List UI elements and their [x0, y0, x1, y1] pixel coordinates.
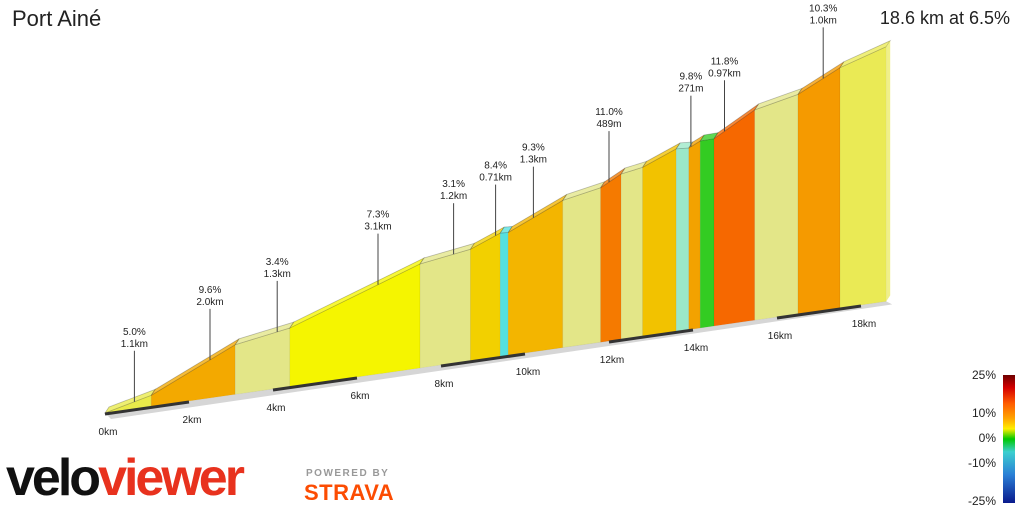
strava-logo[interactable]: STRAVA [304, 480, 395, 505]
km-band [608, 328, 694, 344]
km-band [104, 400, 190, 416]
gradient-segment [562, 187, 601, 348]
x-tick-label: 18km [852, 319, 876, 330]
x-tick-label: 14km [684, 343, 708, 354]
annotation-length: 1.1km [121, 339, 148, 350]
x-tick-label: 0km [99, 427, 118, 438]
legend-label: -25% [967, 494, 996, 508]
x-tick-label: 12km [600, 355, 624, 366]
annotation-grade: 3.4% [266, 257, 289, 268]
legend-label: -10% [967, 456, 996, 470]
gradient-segment [688, 140, 701, 330]
annotation-grade: 9.8% [680, 72, 703, 83]
annotation-length: 2.0km [196, 297, 223, 308]
veloviewer-logo[interactable]: veloviewer [6, 449, 245, 507]
gradient-segment [699, 138, 715, 329]
km-band [440, 352, 526, 368]
annotation-length: 3.1km [364, 222, 391, 233]
annotation-length: 1.3km [520, 155, 547, 166]
gradient-segment [600, 173, 622, 343]
logo-velo-text: velo [6, 449, 101, 507]
annotation-length: 489m [596, 119, 621, 130]
gradient-legend-bar [1003, 375, 1015, 503]
gradient-segment [839, 46, 887, 309]
gradient-segment [289, 263, 421, 387]
gradient-segment [754, 93, 799, 321]
annotation-length: 1.3km [264, 269, 291, 280]
annotation-grade: 9.3% [522, 143, 545, 154]
annotation-grade: 11.0% [595, 107, 623, 118]
annotation-grade: 11.8% [711, 56, 739, 67]
legend-label: 0% [978, 431, 996, 445]
annotation-grade: 3.1% [442, 179, 465, 190]
annotation-length: 271m [678, 84, 703, 95]
profile-end-face [886, 40, 891, 302]
gradient-segment [499, 232, 509, 357]
gradient-segment [470, 232, 501, 362]
x-tick-label: 6km [351, 391, 370, 402]
x-tick-label: 16km [768, 331, 792, 342]
x-tick-label: 2km [183, 415, 202, 426]
page-title: Port Ainé [12, 6, 102, 31]
annotation-grade: 5.0% [123, 327, 146, 338]
annotation-length: 0.97km [708, 68, 741, 79]
annotation-grade: 10.3% [809, 3, 837, 14]
gradient-segment [620, 166, 643, 340]
powered-by-label: POWERED BY [306, 468, 390, 479]
x-tick-label: 4km [267, 403, 286, 414]
km-band [776, 304, 862, 320]
annotation-grade: 7.3% [367, 210, 390, 221]
x-tick-label: 8km [435, 379, 454, 390]
profile-base-shadow [105, 301, 893, 419]
legend-label: 25% [971, 368, 996, 382]
climb-summary: 18.6 km at 6.5% [879, 8, 1010, 28]
gradient-segment [642, 148, 677, 337]
km-band [272, 376, 358, 392]
gradient-segment [419, 248, 471, 369]
annotation-grade: 8.4% [484, 161, 507, 172]
gradient-segment [675, 147, 690, 332]
x-tick-label: 10km [516, 367, 540, 378]
annotation-length: 1.2km [440, 191, 467, 202]
annotation-grade: 9.6% [199, 285, 222, 296]
legend-label: 10% [971, 406, 996, 420]
annotation-length: 0.71km [479, 173, 512, 184]
annotation-length: 1.0km [810, 15, 837, 26]
gradient-segment [713, 109, 756, 327]
gradient-segment [797, 67, 841, 315]
logo-viewer-text: viewer [98, 449, 245, 507]
